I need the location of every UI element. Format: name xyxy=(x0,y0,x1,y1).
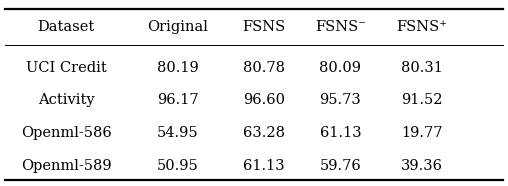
Text: UCI Credit: UCI Credit xyxy=(26,61,106,75)
Text: 80.31: 80.31 xyxy=(401,61,442,75)
Text: 80.78: 80.78 xyxy=(243,61,285,75)
Text: 96.60: 96.60 xyxy=(243,93,285,108)
Text: 39.36: 39.36 xyxy=(401,158,442,173)
Text: Dataset: Dataset xyxy=(38,20,94,34)
Text: Openml-589: Openml-589 xyxy=(21,158,111,173)
Text: 59.76: 59.76 xyxy=(320,158,361,173)
Text: Original: Original xyxy=(147,20,208,34)
Text: 80.09: 80.09 xyxy=(320,61,361,75)
Text: FSNS⁺: FSNS⁺ xyxy=(396,20,447,34)
Text: 61.13: 61.13 xyxy=(243,158,285,173)
Text: 63.28: 63.28 xyxy=(243,126,285,140)
Text: Activity: Activity xyxy=(38,93,94,108)
Text: 91.52: 91.52 xyxy=(401,93,442,108)
Text: Openml-586: Openml-586 xyxy=(21,126,111,140)
Text: 19.77: 19.77 xyxy=(401,126,442,140)
Text: FSNS⁻: FSNS⁻ xyxy=(315,20,366,34)
Text: 54.95: 54.95 xyxy=(157,126,199,140)
Text: FSNS: FSNS xyxy=(242,20,286,34)
Text: 61.13: 61.13 xyxy=(320,126,361,140)
Text: 95.73: 95.73 xyxy=(320,93,361,108)
Text: 80.19: 80.19 xyxy=(157,61,199,75)
Text: 96.17: 96.17 xyxy=(157,93,199,108)
Text: 50.95: 50.95 xyxy=(157,158,199,173)
